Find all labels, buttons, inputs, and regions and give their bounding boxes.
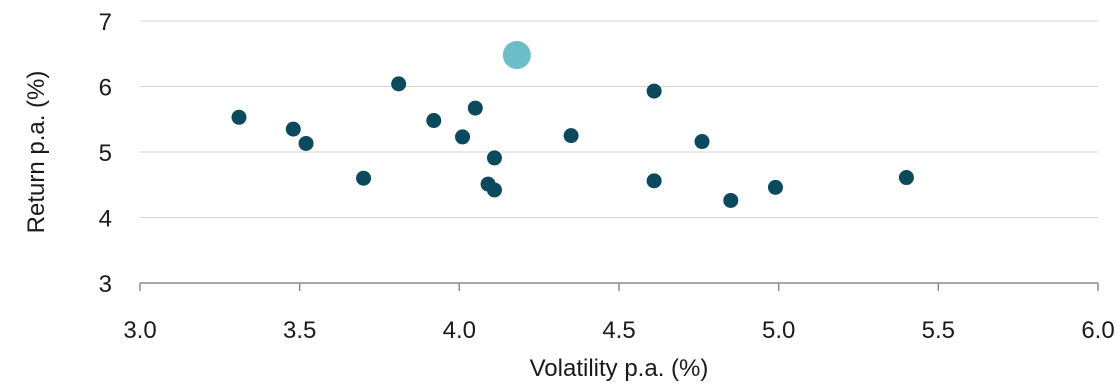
x-tick-label: 4.5: [602, 317, 635, 344]
y-tick-label: 3: [99, 271, 112, 298]
data-point: [426, 113, 442, 129]
y-axis-title: Return p.a. (%): [23, 71, 50, 234]
data-point: [646, 173, 662, 189]
x-axis-title: Volatility p.a. (%): [530, 355, 709, 382]
y-tick-label: 7: [99, 9, 112, 36]
gridlines: [140, 20, 1098, 218]
y-tick-labels: 3 4 5 6 7: [99, 9, 112, 298]
data-point: [694, 134, 710, 150]
data-point: [723, 192, 739, 208]
data-point: [486, 150, 502, 166]
x-tick-label: 4.0: [443, 317, 476, 344]
x-tick-label: 5.0: [762, 317, 795, 344]
data-point: [646, 83, 662, 99]
x-axis: [139, 282, 1099, 291]
highlight-point: [502, 41, 531, 70]
data-point: [391, 76, 407, 92]
data-point: [356, 170, 372, 186]
data-point: [455, 129, 471, 145]
y-tick-label: 6: [99, 75, 112, 102]
x-tick-label: 3.5: [283, 317, 316, 344]
y-tick-label: 4: [99, 206, 112, 233]
data-point: [767, 179, 783, 195]
y-tick-label: 5: [99, 140, 112, 167]
data-point: [298, 135, 314, 151]
data-point: [285, 121, 301, 137]
data-point: [467, 100, 483, 116]
data-point: [231, 109, 247, 125]
data-points: [231, 41, 914, 208]
x-tick-label: 5.5: [922, 317, 955, 344]
data-point: [486, 182, 502, 198]
data-point: [563, 128, 579, 144]
x-tick-labels: 3.0 3.5 4.0 4.5 5.0 5.5 6.0: [123, 317, 1114, 344]
x-tick-label: 3.0: [123, 317, 156, 344]
x-tick-label: 6.0: [1081, 317, 1114, 344]
data-point: [898, 170, 914, 186]
